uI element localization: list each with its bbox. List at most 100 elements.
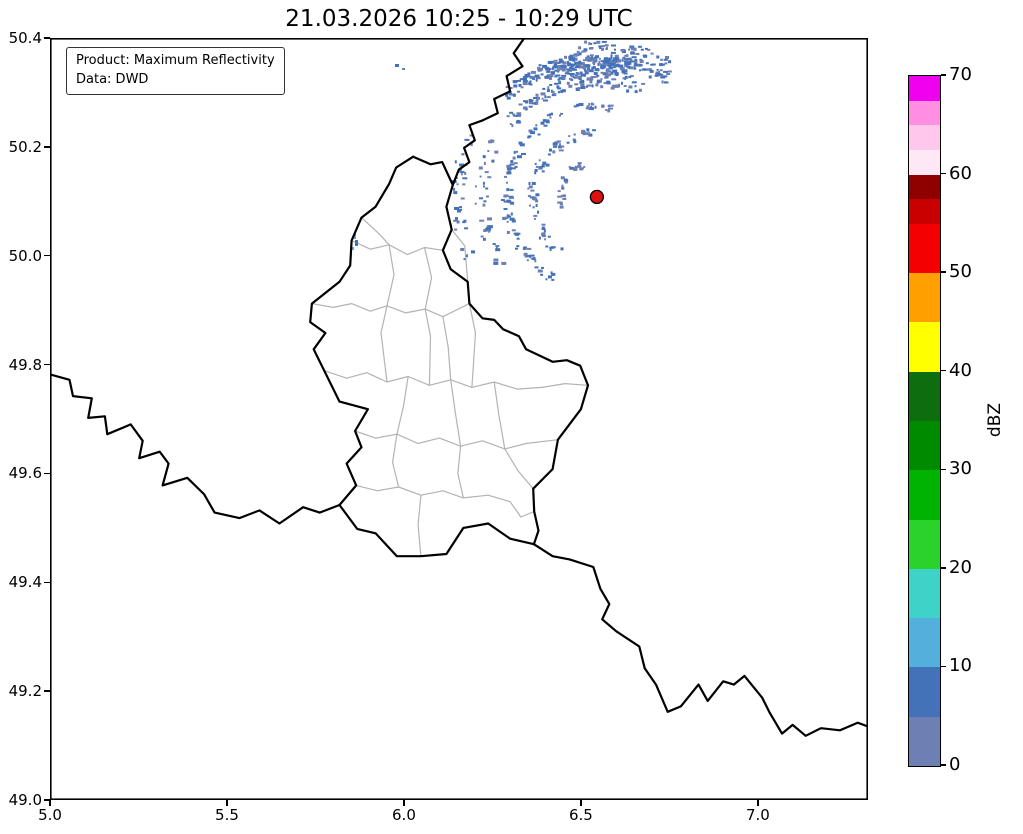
radar-echo-pixel (589, 77, 594, 81)
radar-echo-pixel (587, 56, 592, 60)
luxembourg-outline (309, 155, 590, 558)
radar-echo-pixel (561, 89, 566, 93)
radar-echo-pixel (486, 227, 492, 231)
colorbar-tick-label: 10 (949, 655, 972, 677)
radar-echo-pixel (515, 247, 518, 250)
radar-echo-pixel (545, 245, 549, 248)
radar-echo-pixel (516, 237, 520, 240)
radar-echo-pixel (568, 166, 571, 168)
radar-echo-pixel (554, 63, 557, 67)
radar-echo-pixel (556, 61, 561, 64)
radar-echo-pixel (610, 86, 615, 90)
radar-echo-pixel (562, 198, 567, 200)
radar-echo-pixel (482, 204, 486, 207)
radar-echo-pixel (532, 206, 535, 209)
radar-echo-pixel (534, 169, 538, 172)
radar-echo-pixel (572, 138, 576, 141)
radar-echo-pixel (573, 53, 578, 57)
radar-echo-pixel (532, 257, 536, 261)
radar-echo-pixel (510, 201, 515, 205)
radar-echo-pixel (583, 165, 586, 168)
radar-echo-pixel (603, 82, 607, 85)
radar-echo-pixel (559, 65, 562, 67)
radar-echo-pixel (506, 199, 511, 202)
radar-echo-pixel (506, 188, 510, 192)
radar-echo-pixel (531, 182, 536, 185)
radar-echo-pixel (548, 74, 554, 78)
radar-echo-pixel (478, 166, 483, 170)
radar-echo-pixel (493, 258, 499, 262)
radar-echo-pixel (453, 191, 458, 195)
radar-echo-pixel (515, 150, 518, 153)
radar-echo-pixel (554, 141, 560, 144)
radar-echo-pixel (495, 245, 500, 247)
radar-echo-pixel (506, 115, 510, 118)
radar-echo-pixel (568, 57, 573, 61)
radar-echo-pixel (454, 228, 458, 231)
radar-echo-pixel (586, 55, 590, 58)
radar-echo-pixel (522, 82, 528, 85)
radar-echo-pixel (560, 194, 564, 197)
radar-echo-pixel (479, 219, 485, 222)
radar-echo-pixel (633, 67, 637, 70)
radar-echo-pixel (517, 79, 521, 82)
radar-echo-pixel (465, 254, 468, 258)
radar-echo-pixel (501, 261, 507, 265)
radar-echo-pixel (518, 83, 522, 87)
y-tick-mark (44, 472, 50, 475)
colorbar-axis-label: dBZ (985, 402, 1005, 438)
radar-echo-pixel (567, 63, 571, 67)
radar-echo-pixel (568, 56, 572, 59)
radar-echo-pixel (509, 188, 514, 191)
radar-echo-pixel (459, 206, 462, 209)
radar-echo-pixel (621, 58, 624, 62)
radar-echo-pixel (462, 183, 466, 186)
colorbar-band (909, 223, 940, 274)
radar-echo-pixel (534, 171, 537, 175)
radar-echo-pixel (513, 114, 518, 117)
radar-echo-pixel (598, 57, 601, 60)
radar-echo-pixel (549, 116, 552, 119)
radar-echo-pixel (557, 78, 561, 81)
radar-echo-pixel (518, 155, 521, 158)
radar-echo-pixel (526, 254, 530, 257)
colorbar-tick-label: 30 (949, 458, 972, 480)
radar-echo-pixel (535, 78, 538, 82)
radar-echo-pixel (487, 176, 492, 179)
radar-echo-pixel (572, 59, 576, 62)
radar-echo-pixel (579, 167, 584, 171)
radar-echo-pixel (600, 65, 606, 69)
radar-echo-pixel (482, 237, 486, 241)
radar-echo-pixel (529, 255, 532, 259)
fr-be-border (50, 373, 341, 525)
radar-echo-pixel (535, 204, 538, 207)
radar-echo-pixel (560, 145, 565, 148)
radar-echo-pixel (601, 40, 607, 43)
radar-site-marker (589, 189, 605, 205)
radar-echo-pixel (540, 273, 544, 276)
radar-echo-pixel (600, 71, 604, 74)
radar-echo-pixel (604, 44, 609, 47)
radar-echo-pixel (607, 109, 611, 113)
radar-echo-pixel (543, 229, 546, 233)
radar-echo-pixel (479, 197, 483, 200)
radar-echo-pixel (579, 80, 585, 84)
radar-echo-pixel (494, 150, 499, 154)
x-tick-mark (226, 800, 228, 806)
radar-echo-pixel (538, 167, 543, 170)
radar-echo-pixel (462, 177, 468, 180)
radar-echo-pixel (532, 102, 536, 105)
radar-echo-pixel (524, 255, 529, 258)
radar-echo-pixel (571, 73, 575, 75)
admin-border (442, 316, 452, 381)
radar-echo-pixel (619, 67, 625, 71)
radar-echo-pixel (535, 165, 539, 168)
admin-border (360, 217, 390, 246)
admin-border (468, 303, 477, 388)
radar-echo-pixel (547, 119, 549, 123)
radar-echo-pixel (556, 85, 560, 89)
radar-echo-pixel (608, 104, 614, 107)
colorbar (908, 75, 941, 767)
radar-echo-pixel (605, 48, 608, 50)
radar-echo-pixel (511, 219, 516, 223)
